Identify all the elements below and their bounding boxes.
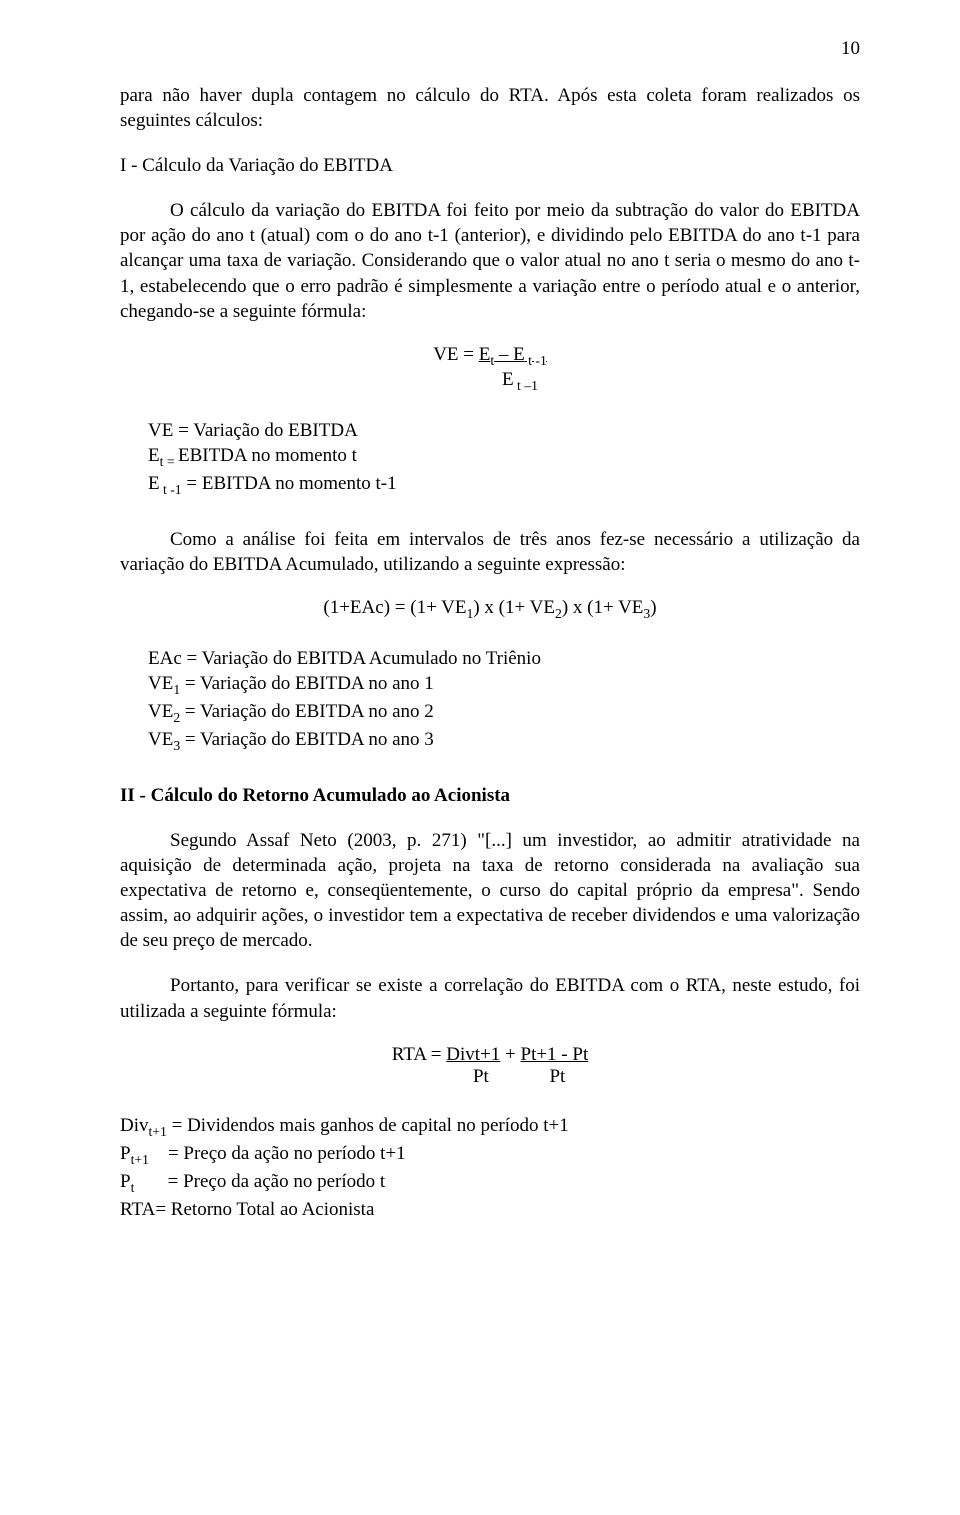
formula-ve-denominator: E t –1 [120, 369, 860, 394]
definitions-formula2: EAc = Variação do EBITDA Acumulado no Tr… [148, 646, 860, 755]
def-et: Et = EBITDA no momento t [148, 443, 860, 471]
paragraph-assaf: Segundo Assaf Neto (2003, p. 271) "[...]… [120, 828, 860, 953]
formula-rta-line2: Pt Pt [120, 1066, 860, 1089]
definitions-formula3: Divt+1 = Dividendos mais ganhos de capit… [120, 1113, 860, 1222]
def-rta: RTA= Retorno Total ao Acionista [120, 1197, 860, 1222]
def-ve: VE = Variação do EBITDA [148, 418, 860, 443]
heading-section-1: I - Cálculo da Variação do EBITDA [120, 153, 860, 178]
formula-ve-numerator: VE = Et – E t -1 [120, 344, 860, 369]
def-et1: E t -1 = EBITDA no momento t-1 [148, 471, 860, 499]
paragraph-calc1: O cálculo da variação do EBITDA foi feit… [120, 198, 860, 323]
def-ve2: VE2 = Variação do EBITDA no ano 2 [148, 699, 860, 727]
definitions-formula1: VE = Variação do EBITDA Et = EBITDA no m… [148, 418, 860, 499]
paragraph-rta-intro: Portanto, para verificar se existe a cor… [120, 973, 860, 1023]
formula-rta: RTA = Divt+1 + Pt+1 - Pt Pt Pt [120, 1044, 860, 1090]
formula-ve: VE = Et – E t -1 E t –1 [120, 344, 860, 394]
def-eac: EAc = Variação do EBITDA Acumulado no Tr… [148, 646, 860, 671]
def-ve3: VE3 = Variação do EBITDA no ano 3 [148, 727, 860, 755]
paragraph-accum: Como a análise foi feita em intervalos d… [120, 527, 860, 577]
page-number: 10 [120, 36, 860, 61]
heading-section-2: II - Cálculo do Retorno Acumulado ao Aci… [120, 783, 860, 808]
def-div: Divt+1 = Dividendos mais ganhos de capit… [120, 1113, 860, 1141]
def-pt: Pt = Preço da ação no período t [120, 1169, 860, 1197]
def-pt1: Pt+1 = Preço da ação no período t+1 [120, 1141, 860, 1169]
formula-eac: (1+EAc) = (1+ VE1) x (1+ VE2) x (1+ VE3) [120, 597, 860, 622]
def-ve1: VE1 = Variação do EBITDA no ano 1 [148, 671, 860, 699]
formula-rta-line1: RTA = Divt+1 + Pt+1 - Pt [120, 1044, 860, 1067]
paragraph-intro: para não haver dupla contagem no cálculo… [120, 83, 860, 133]
